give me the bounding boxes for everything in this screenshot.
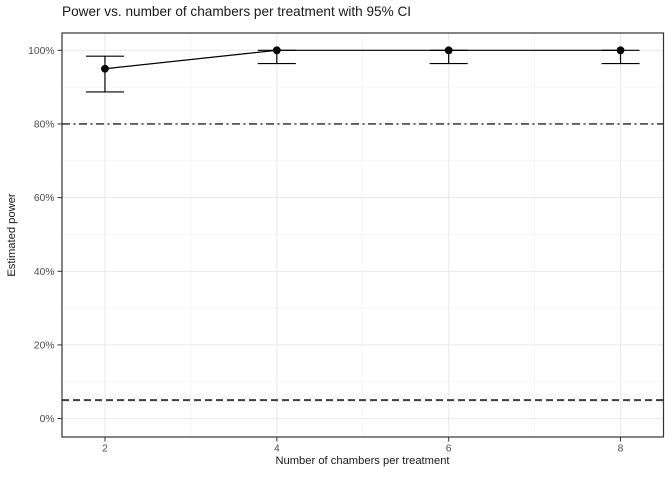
data-point [444,46,453,55]
y-tick-label: 40% [34,267,55,278]
data-point [272,46,281,55]
x-tick-labels: 2 4 6 8 [102,444,624,455]
x-tick-label: 6 [446,444,452,455]
y-tick-labels: 0% 20% 40% 60% 80% 100% [28,46,54,425]
y-tick-label: 0% [40,414,55,425]
y-tick-label: 60% [34,193,55,204]
axis-ticks [57,49,622,442]
panel-border [61,32,665,438]
y-tick-label: 20% [34,341,55,352]
data-points [101,46,625,73]
x-tick-label: 2 [102,444,108,455]
y-tick-label: 80% [34,120,55,131]
x-tick-label: 4 [274,444,280,455]
x-axis-title: Number of chambers per treatment [275,455,450,467]
y-tick-label: 100% [28,46,54,57]
grid-minor [62,33,664,437]
x-tick-label: 8 [618,444,624,455]
data-point [616,46,625,55]
chart-title: Power vs. number of chambers per treatme… [62,4,412,19]
data-line [104,49,621,70]
data-point [101,64,109,73]
